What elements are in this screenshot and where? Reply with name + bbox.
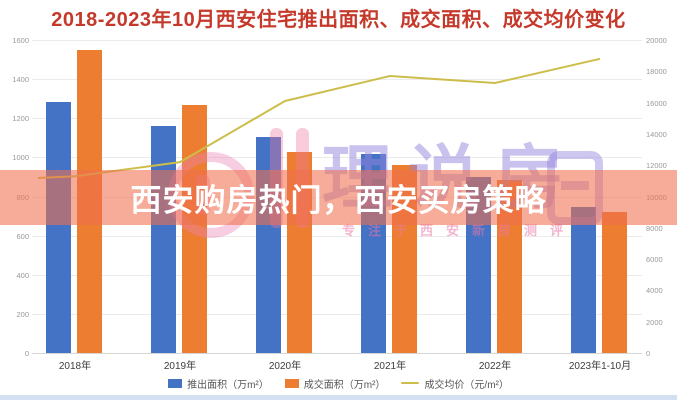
right-axis-tick: 6000 [646,255,663,265]
left-axis-tick: 200 [16,309,29,319]
gridline [32,40,642,41]
bottom-strip [0,395,677,400]
left-axis-tick: 1200 [12,114,29,124]
left-axis-tick: 1000 [12,153,29,163]
legend-label: 成交面积（万m²） [303,379,386,391]
gridline [32,313,642,315]
left-axis-tick: 1600 [12,36,29,45]
right-axis-tick: 4000 [646,286,663,296]
left-axis-tick: 1400 [12,75,29,85]
right-axis-tick: 0 [646,349,651,358]
gridline [32,353,642,354]
right-axis-tick: 14000 [646,129,667,139]
x-axis-label: 2021年 [373,361,407,372]
price-line [37,57,601,179]
gridline [32,79,642,81]
bar-chengjiao-2023年1-10月 [602,212,627,353]
gridline [32,157,642,159]
x-axis-label: 2023年1-10月 [568,361,632,372]
legend-label: 成交均价（元/m²） [424,379,509,391]
legend-label: 推出面积（万m²） [187,379,269,391]
chart-title: 2018-2023年10月西安住宅推出面积、成交面积、成交均价变化 [51,9,626,31]
chart-legend: 推出面积（万m²） 成交面积（万m²） 成交均价（元/m²） [0,375,677,391]
left-axis-tick: 400 [16,270,29,280]
gridline [32,118,642,120]
right-axis-tick: 8000 [646,223,663,233]
right-axis-tick: 12000 [646,161,667,171]
x-axis-label: 2018年 [58,361,92,372]
gridline [32,235,642,237]
headline-banner: 西安购房热门，西安买房策略 [0,170,677,225]
bar-chengjiao-2019年 [182,104,207,353]
headline-text: 西安购房热门，西安买房策略 [130,183,547,218]
right-axis-tick: 20000 [646,36,667,45]
right-axis-tick: 2000 [646,317,663,327]
legend-item: 成交面积（万m²） [284,376,386,391]
legend-item: 推出面积（万m²） [168,376,269,391]
legend-swatch-icon [284,378,299,388]
x-axis-label: 2022年 [478,361,512,372]
left-axis-tick: 0 [24,349,29,358]
bar-tuichu-2018年 [46,101,71,353]
x-axis-label: 2020年 [268,361,302,372]
right-axis-tick: 18000 [646,67,667,77]
legend-swatch-icon [401,381,420,385]
legend-swatch-icon [168,378,183,388]
right-axis-tick: 16000 [646,98,667,108]
bar-tuichu-2023年1-10月 [571,207,596,353]
x-axis-label: 2019年 [163,361,197,372]
left-axis-tick: 600 [16,231,29,241]
legend-item: 成交均价（元/m²） [401,376,509,391]
gridline [32,274,642,276]
